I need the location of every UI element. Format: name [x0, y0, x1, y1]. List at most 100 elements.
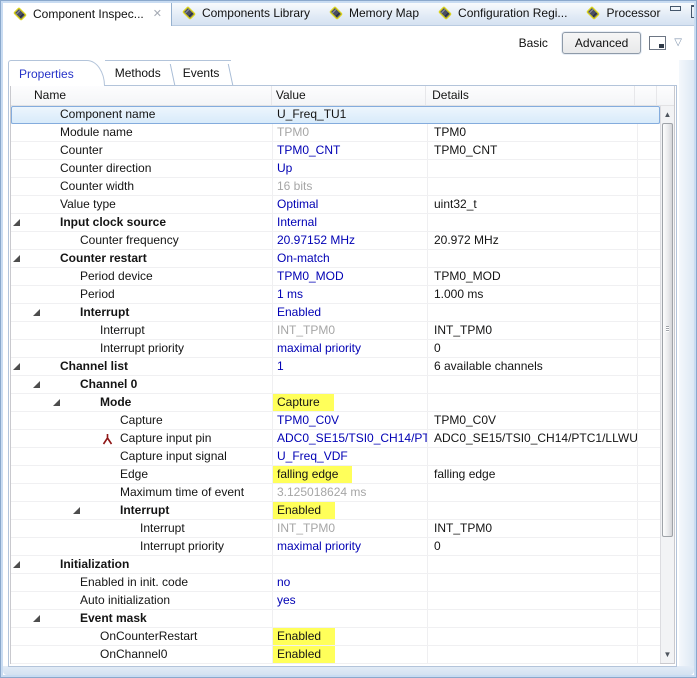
value-cell[interactable]: 20.97152 MHz	[273, 232, 428, 250]
table-row[interactable]: Counter restart On-match	[11, 250, 660, 268]
table-row[interactable]: Interrupt priority maximal priority 0	[11, 340, 660, 358]
table-row[interactable]: Value type Optimal uint32_t	[11, 196, 660, 214]
table-row[interactable]: Interrupt Enabled	[11, 304, 660, 322]
property-value[interactable]: U_Freq_TU1	[277, 107, 347, 121]
table-row[interactable]: Counter direction Up	[11, 160, 660, 178]
editor-tab-processor[interactable]: Processor	[576, 0, 669, 25]
table-row[interactable]: Interrupt priority maximal priority 0	[11, 538, 660, 556]
value-cell[interactable]: 3.125018624 ms	[273, 484, 428, 502]
property-value[interactable]: TPM0_MOD	[277, 269, 344, 283]
table-row[interactable]: Counter width 16 bits	[11, 178, 660, 196]
property-value[interactable]: ADC0_SE15/TSI0_CH14/PT...	[277, 431, 428, 445]
table-row[interactable]: Interrupt INT_TPM0 INT_TPM0	[11, 322, 660, 340]
value-cell[interactable]: TPM0_C0V	[273, 412, 428, 430]
value-cell[interactable]: 1	[273, 358, 428, 376]
property-value[interactable]: maximal priority	[277, 341, 362, 355]
expander-triangle-icon[interactable]	[13, 561, 20, 568]
close-icon[interactable]: ✕	[152, 8, 162, 20]
property-value[interactable]: Enabled	[277, 305, 322, 319]
editor-tab-memory-map[interactable]: Memory Map	[319, 0, 428, 25]
property-value[interactable]: INT_TPM0	[277, 323, 336, 337]
value-cell[interactable]: Enabled	[273, 646, 428, 664]
maximize-button[interactable]	[690, 5, 697, 18]
property-value[interactable]: Internal	[277, 215, 318, 229]
property-value[interactable]: no	[277, 575, 291, 589]
expander-triangle-icon[interactable]	[13, 219, 20, 226]
table-row[interactable]: Counter frequency 20.97152 MHz 20.972 MHz	[11, 232, 660, 250]
vertical-scrollbar[interactable]: ▲ ▼	[660, 106, 674, 663]
property-value[interactable]: 20.97152 MHz	[277, 233, 356, 247]
editor-tab-components-library[interactable]: Components Library	[172, 0, 319, 25]
table-row[interactable]: OnChannel0 Enabled	[11, 646, 660, 664]
value-cell[interactable]: Enabled	[273, 502, 428, 520]
tab-events[interactable]: Events	[172, 60, 232, 86]
property-value[interactable]: 1	[277, 359, 284, 373]
view-menu-chevron-icon[interactable]: ▽	[674, 37, 682, 48]
table-row[interactable]: Auto initialization yes	[11, 592, 660, 610]
property-value[interactable]: Enabled	[273, 628, 336, 645]
value-cell[interactable]: U_Freq_TU1	[273, 106, 428, 124]
tab-properties[interactable]: Properties	[8, 60, 105, 86]
table-row[interactable]: Module name TPM0 TPM0	[11, 124, 660, 142]
value-cell[interactable]: Capture	[273, 394, 428, 412]
value-cell[interactable]: Optimal	[273, 196, 428, 214]
table-row[interactable]: Mode Capture	[11, 394, 660, 412]
tab-methods[interactable]: Methods	[104, 60, 173, 86]
property-value[interactable]: 3.125018624 ms	[277, 485, 367, 499]
value-cell[interactable]: Internal	[273, 214, 428, 232]
expander-triangle-icon[interactable]	[73, 507, 80, 514]
value-cell[interactable]: TPM0_CNT	[273, 142, 428, 160]
table-row[interactable]: Counter TPM0_CNT TPM0_CNT	[11, 142, 660, 160]
value-cell[interactable]: U_Freq_VDF	[273, 448, 428, 466]
value-cell[interactable]: TPM0	[273, 124, 428, 142]
advanced-mode-button[interactable]: Advanced	[561, 32, 642, 54]
table-row[interactable]: Event mask	[11, 610, 660, 628]
property-value[interactable]: TPM0_CNT	[277, 143, 341, 157]
value-cell[interactable]: On-match	[273, 250, 428, 268]
scrollbar-track[interactable]	[661, 123, 674, 646]
basic-mode-button[interactable]: Basic	[518, 36, 548, 50]
table-row[interactable]: Capture TPM0_C0V TPM0_C0V	[11, 412, 660, 430]
value-cell[interactable]: no	[273, 574, 428, 592]
expander-triangle-icon[interactable]	[33, 309, 40, 316]
property-value[interactable]: 16 bits	[277, 179, 313, 193]
value-cell[interactable]: ADC0_SE15/TSI0_CH14/PT...	[273, 430, 428, 448]
expander-triangle-icon[interactable]	[53, 399, 60, 406]
table-row[interactable]: Capture input signal U_Freq_VDF	[11, 448, 660, 466]
table-row[interactable]: Initialization	[11, 556, 660, 574]
scroll-down-arrow-icon[interactable]: ▼	[663, 650, 672, 659]
table-row[interactable]: Channel 0	[11, 376, 660, 394]
property-value[interactable]: On-match	[277, 251, 330, 265]
property-value[interactable]: TPM0	[277, 125, 310, 139]
scrollbar-thumb[interactable]	[662, 123, 673, 537]
expander-triangle-icon[interactable]	[13, 363, 20, 370]
property-value[interactable]: Enabled	[273, 502, 336, 519]
value-cell[interactable]: INT_TPM0	[273, 322, 428, 340]
expander-triangle-icon[interactable]	[33, 381, 40, 388]
value-cell[interactable]: maximal priority	[273, 538, 428, 556]
table-row[interactable]: Edge falling edge falling edge	[11, 466, 660, 484]
table-row[interactable]: Input clock source Internal	[11, 214, 660, 232]
value-cell[interactable]	[273, 610, 428, 628]
property-value[interactable]: Enabled	[273, 646, 336, 663]
table-row[interactable]: Maximum time of event 3.125018624 ms	[11, 484, 660, 502]
property-value[interactable]: maximal priority	[277, 539, 362, 553]
value-cell[interactable]: maximal priority	[273, 340, 428, 358]
minimize-button[interactable]	[669, 5, 682, 16]
value-cell[interactable]: INT_TPM0	[273, 520, 428, 538]
property-value[interactable]: INT_TPM0	[277, 521, 336, 535]
property-value[interactable]: Up	[277, 161, 293, 175]
expander-triangle-icon[interactable]	[33, 615, 40, 622]
layout-toggle-icon[interactable]	[649, 36, 667, 50]
value-cell[interactable]: 16 bits	[273, 178, 428, 196]
table-row[interactable]: OnCounterRestart Enabled	[11, 628, 660, 646]
value-cell[interactable]: Enabled	[273, 628, 428, 646]
table-row[interactable]: Interrupt INT_TPM0 INT_TPM0	[11, 520, 660, 538]
value-cell[interactable]: TPM0_MOD	[273, 268, 428, 286]
value-cell[interactable]: Enabled	[273, 304, 428, 322]
value-cell[interactable]: yes	[273, 592, 428, 610]
table-row[interactable]: Interrupt Enabled	[11, 502, 660, 520]
property-value[interactable]: U_Freq_VDF	[277, 449, 348, 463]
column-header-value[interactable]: Value	[272, 86, 427, 105]
property-value[interactable]: 1 ms	[277, 287, 304, 301]
